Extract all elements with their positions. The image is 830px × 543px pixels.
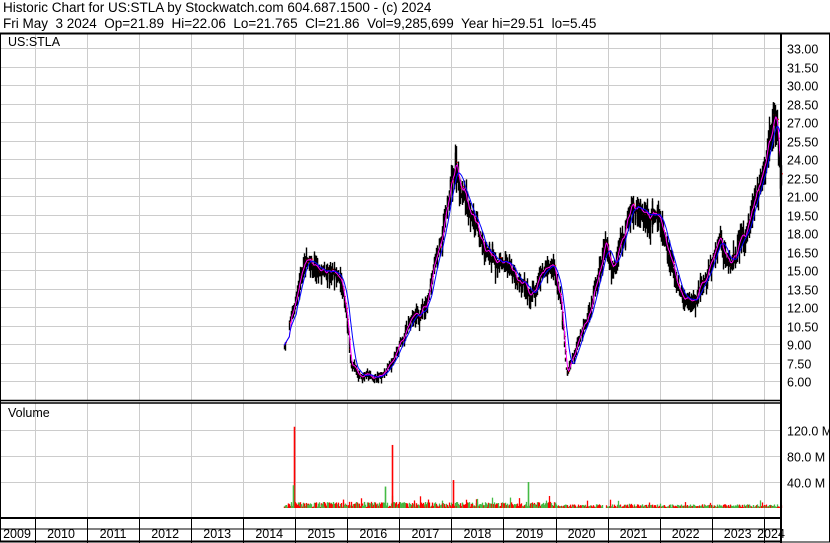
price-tick-label: 12.00 [787,302,818,316]
year-label: 2021 [620,527,648,541]
price-tick-label: 18.00 [787,228,818,242]
price-tick-label: 7.50 [787,358,811,372]
price-tick-label: 16.50 [787,247,818,261]
year-label: 2018 [464,527,492,541]
year-label: 2016 [359,527,387,541]
price-tick-label: 25.50 [787,136,818,150]
price-tick-label: 13.50 [787,284,818,298]
price-tick-label: 10.50 [787,321,818,335]
price-tick-label: 9.00 [787,339,811,353]
year-label: 2022 [672,527,700,541]
price-tick-label: 6.00 [787,376,811,390]
chart-frame [0,32,830,543]
volume-tick-label: 120.0 M [787,425,830,439]
volume-tick-label: 80.0 M [787,451,825,465]
year-label: 2020 [568,527,596,541]
year-label: 2009 [3,527,31,541]
chart-title: Historic Chart for US:STLA by Stockwatch… [3,0,432,15]
price-tick-label: 22.50 [787,173,818,187]
year-label: 2012 [151,527,179,541]
price-tick-label: 21.00 [787,191,818,205]
price-tick-label: 31.50 [787,62,818,76]
year-label: 2024 [757,527,785,541]
year-label: 2015 [307,527,335,541]
price-tick-label: 33.00 [787,43,818,57]
price-tick-label: 15.00 [787,265,818,279]
year-label: 2011 [100,527,127,541]
price-tick-label: 28.50 [787,99,818,113]
moving-average-long [283,125,782,378]
price-tick-label: 19.50 [787,210,818,224]
year-label: 2010 [47,527,75,541]
volume-panel-title: Volume [8,406,50,420]
year-label: 2019 [516,527,544,541]
year-label: 2013 [203,527,231,541]
year-label: 2023 [724,527,752,541]
quote-summary: Fri May 3 2024 Op=21.89 Hi=22.06 Lo=21.7… [3,16,597,31]
price-tick-label: 30.00 [787,80,818,94]
price-tick-label: 27.00 [787,117,818,131]
price-panel-title: US:STLA [8,35,61,49]
year-label: 2014 [255,527,283,541]
year-label: 2017 [411,527,439,541]
moving-average-short [283,115,782,379]
volume-tick-label: 40.0 M [787,477,825,491]
price-tick-label: 24.00 [787,154,818,168]
